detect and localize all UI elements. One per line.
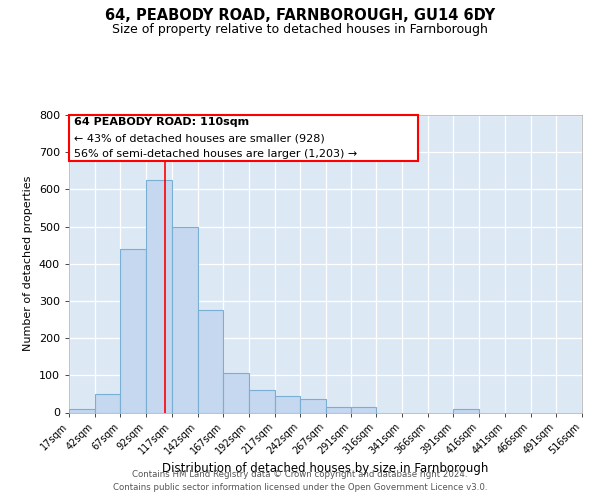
Text: 64, PEABODY ROAD, FARNBOROUGH, GU14 6DY: 64, PEABODY ROAD, FARNBOROUGH, GU14 6DY — [105, 8, 495, 22]
Bar — [350, 407, 376, 412]
Bar — [121, 249, 146, 412]
Bar — [197, 310, 223, 412]
Text: 56% of semi-detached houses are larger (1,203) →: 56% of semi-detached houses are larger (… — [74, 149, 358, 159]
FancyBboxPatch shape — [69, 115, 418, 161]
Y-axis label: Number of detached properties: Number of detached properties — [23, 176, 33, 352]
Bar — [249, 390, 275, 412]
X-axis label: Distribution of detached houses by size in Farnborough: Distribution of detached houses by size … — [163, 462, 488, 475]
Bar — [301, 400, 326, 412]
Bar — [275, 396, 301, 412]
Text: Contains HM Land Registry data © Crown copyright and database right 2024.
Contai: Contains HM Land Registry data © Crown c… — [113, 470, 487, 492]
Text: Size of property relative to detached houses in Farnborough: Size of property relative to detached ho… — [112, 22, 488, 36]
Bar — [454, 409, 479, 412]
Text: 64 PEABODY ROAD: 110sqm: 64 PEABODY ROAD: 110sqm — [74, 117, 249, 127]
Bar — [326, 407, 350, 412]
Bar — [146, 180, 172, 412]
Bar — [95, 394, 121, 412]
Bar — [69, 409, 95, 412]
Bar — [172, 226, 197, 412]
Bar — [223, 374, 249, 412]
Text: ← 43% of detached houses are smaller (928): ← 43% of detached houses are smaller (92… — [74, 133, 325, 143]
